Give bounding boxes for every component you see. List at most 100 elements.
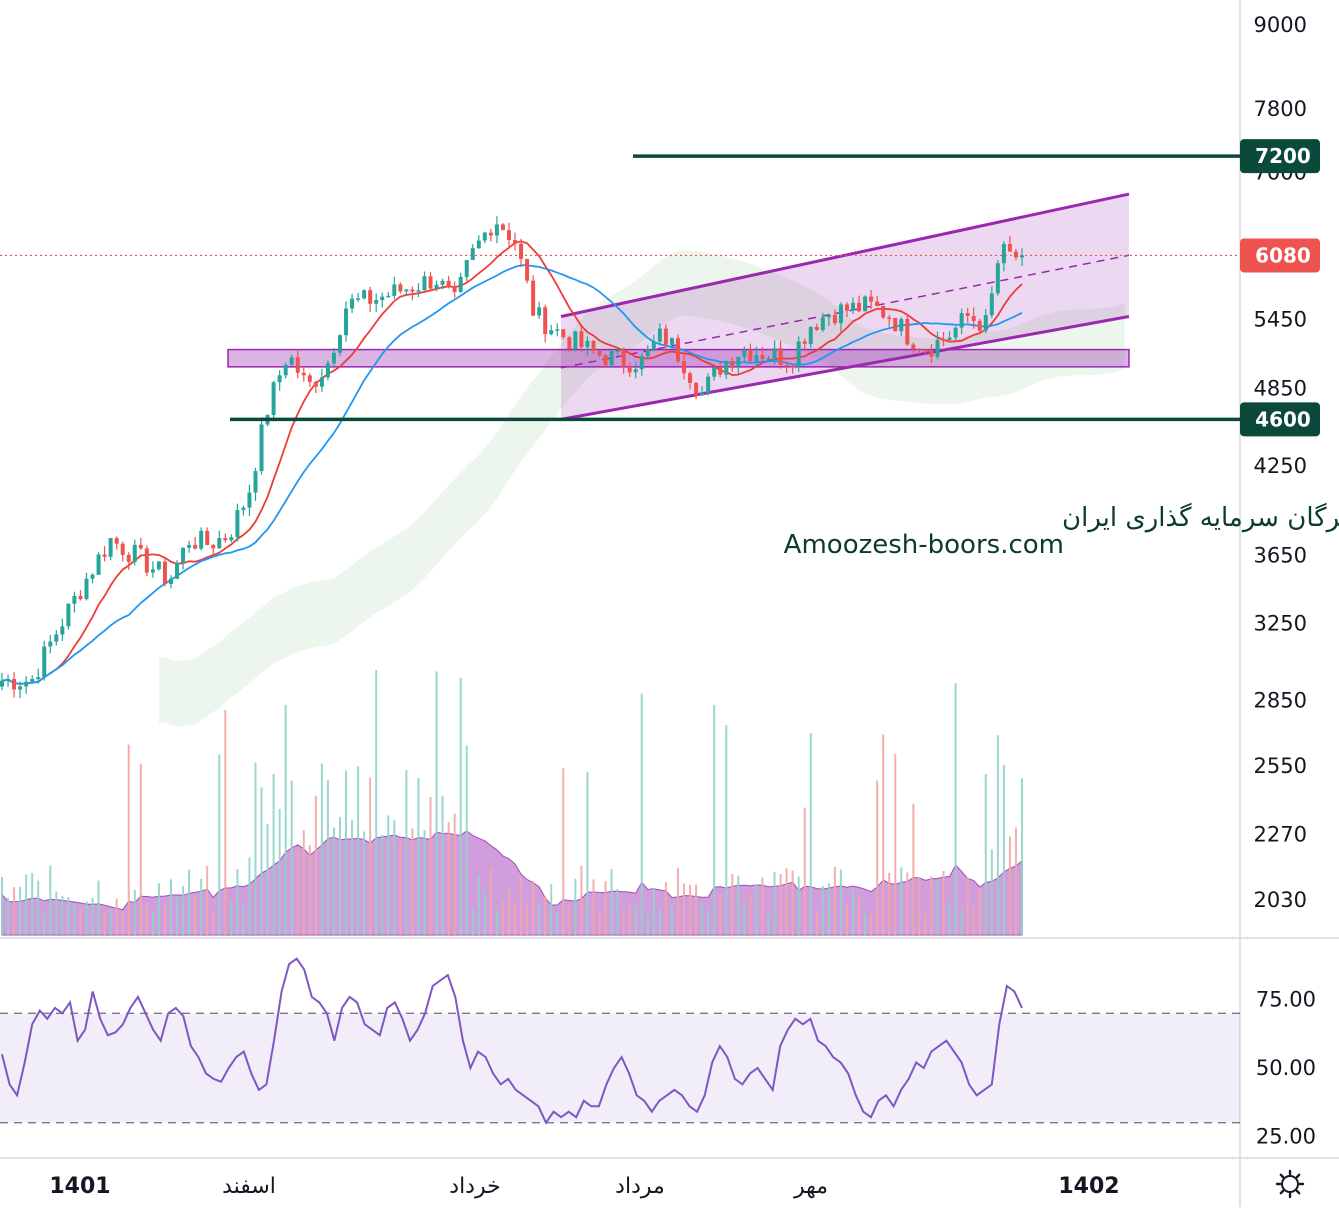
candle	[857, 295, 862, 313]
candle	[633, 361, 638, 379]
candle	[331, 347, 336, 369]
gear-icon[interactable]	[1275, 1169, 1305, 1199]
volume-bar	[689, 884, 692, 935]
volume-bar	[773, 871, 776, 935]
candle	[971, 307, 976, 329]
candle	[325, 360, 330, 381]
volume-bar	[507, 887, 510, 935]
candle	[736, 356, 741, 374]
volume-bar	[586, 771, 589, 935]
candle	[0, 672, 4, 691]
watermark-line1: انجمن خبرگان سرمایه گذاری ایران	[1062, 502, 1339, 533]
volume-bar	[248, 857, 251, 935]
candle	[494, 216, 499, 244]
candle	[851, 297, 856, 315]
candle	[205, 527, 210, 546]
volume-bar	[230, 901, 233, 935]
volume-bar	[894, 754, 897, 935]
volume-bar	[803, 807, 806, 935]
volume-bar	[495, 910, 498, 935]
candle	[983, 309, 988, 334]
candle	[386, 291, 391, 298]
price-tick-label: 4850	[1254, 376, 1307, 400]
candle	[543, 304, 548, 343]
candle	[229, 534, 234, 543]
volume-bar	[767, 914, 770, 935]
volume-bar	[652, 887, 655, 935]
volume-bar	[634, 905, 637, 935]
watermark: انجمن خبرگان سرمایه گذاری ایران Amoozesh…	[784, 502, 1339, 560]
time-label: 1402	[1058, 1174, 1119, 1199]
candle	[506, 222, 511, 249]
candle	[675, 334, 680, 364]
candle	[639, 353, 644, 376]
volume-bar	[942, 870, 945, 935]
candle	[199, 527, 204, 551]
candle	[72, 591, 77, 613]
volume-bar	[127, 744, 130, 935]
volume-bar	[954, 683, 957, 935]
price-tick-label: 2270	[1254, 822, 1307, 846]
volume-bar	[19, 886, 22, 935]
volume-bar	[387, 815, 390, 935]
candle	[120, 541, 125, 562]
volume-bar	[31, 873, 34, 935]
candle	[941, 332, 946, 347]
price-badge: 7200	[1240, 139, 1320, 174]
volume-bar	[441, 795, 444, 935]
candle	[621, 347, 626, 374]
volume-bar	[351, 819, 354, 935]
volume-bar	[821, 886, 824, 935]
volume-bar	[429, 796, 432, 935]
volume-bar	[13, 887, 16, 935]
svg-text:4600: 4600	[1255, 407, 1311, 431]
price-tick-label: 5450	[1254, 308, 1307, 332]
volume-bar	[900, 867, 903, 935]
volume-bar	[363, 831, 366, 935]
volume-bar	[218, 754, 221, 935]
candle	[820, 312, 825, 333]
volume-bar	[827, 883, 830, 935]
volume-bar	[61, 896, 64, 935]
volume-bar	[622, 909, 625, 935]
volume-bar	[912, 803, 915, 935]
volume-bar	[73, 902, 76, 935]
candle	[615, 349, 620, 355]
candle	[663, 324, 668, 353]
candle	[1001, 241, 1006, 272]
candle	[893, 317, 898, 332]
candle	[175, 560, 180, 579]
volume-bar	[990, 849, 993, 935]
volume-bar	[308, 845, 311, 935]
candle	[398, 282, 403, 294]
candle	[549, 324, 554, 336]
volume-bar	[719, 893, 722, 935]
candle	[440, 278, 445, 290]
volume-bar	[133, 889, 136, 935]
watermark-line2: Amoozesh-boors.com	[784, 530, 1064, 560]
candle	[579, 326, 584, 352]
volume-bar	[176, 897, 179, 935]
candle	[356, 293, 361, 303]
candle	[150, 561, 155, 578]
candle	[132, 539, 137, 566]
candle	[350, 294, 355, 314]
candle	[48, 635, 53, 654]
price-tick-label: 2850	[1254, 689, 1307, 713]
candle	[519, 238, 524, 268]
volume-bar	[852, 889, 855, 935]
candle	[1007, 235, 1012, 252]
candlestick-series	[0, 216, 1024, 699]
candle	[181, 547, 186, 570]
candle	[929, 344, 934, 363]
volume-bar	[978, 888, 981, 935]
volume-bar	[936, 880, 939, 935]
candle	[844, 302, 849, 318]
volume-bar	[266, 823, 269, 935]
volume-bar	[37, 880, 40, 935]
volume-bar	[779, 874, 782, 935]
candle	[700, 386, 705, 396]
channel-lower-line	[560, 315, 1130, 421]
